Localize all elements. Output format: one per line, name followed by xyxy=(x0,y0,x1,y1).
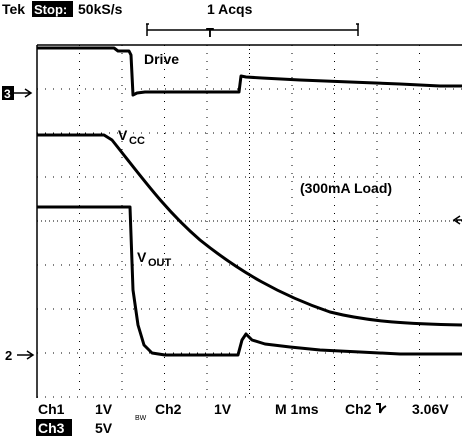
vcc-waveform xyxy=(37,133,462,327)
ch2-arrow xyxy=(17,350,35,360)
trigger-level-arrow xyxy=(452,215,462,225)
ch1-scale: 1V xyxy=(95,401,113,417)
vout-waveform xyxy=(37,205,462,357)
load-label: (300mA Load) xyxy=(300,180,392,196)
bandwidth-limit: BW xyxy=(135,415,147,422)
ch2-marker: 2 xyxy=(5,348,12,363)
drive-label: Drive xyxy=(144,51,179,67)
brand: Tek xyxy=(2,1,25,17)
timebase: M 1ms xyxy=(275,401,319,417)
ch1-label: Ch1 xyxy=(38,401,65,417)
trigger-slope xyxy=(376,403,387,414)
ch3-scale: 5V xyxy=(95,420,113,436)
drive-waveform xyxy=(37,46,462,97)
ch3-label: Ch3 xyxy=(38,420,65,436)
acquisitions: 1 Acqs xyxy=(207,1,253,17)
status: Stop: xyxy=(34,2,67,17)
vout-subscript: OUT xyxy=(148,257,172,269)
vcc-label: V xyxy=(118,127,128,143)
status-box xyxy=(32,1,73,17)
ch2-label: Ch2 xyxy=(155,401,182,417)
trigger-level: 3.06V xyxy=(412,401,449,417)
sample-rate: 50kS/s xyxy=(78,1,123,17)
trigger-marker: T xyxy=(206,25,214,40)
ch3-arrow xyxy=(14,88,33,98)
ch3-label-box xyxy=(36,419,72,436)
ch3-marker: 3 xyxy=(4,87,11,101)
trigger-bracket xyxy=(146,23,359,36)
ch2-scale: 1V xyxy=(214,401,232,417)
graticule xyxy=(36,44,462,398)
trigger-source: Ch2 xyxy=(345,401,372,417)
vout-label: V xyxy=(137,249,147,265)
ch3-marker-box xyxy=(2,86,14,100)
vcc-subscript: CC xyxy=(129,135,145,147)
